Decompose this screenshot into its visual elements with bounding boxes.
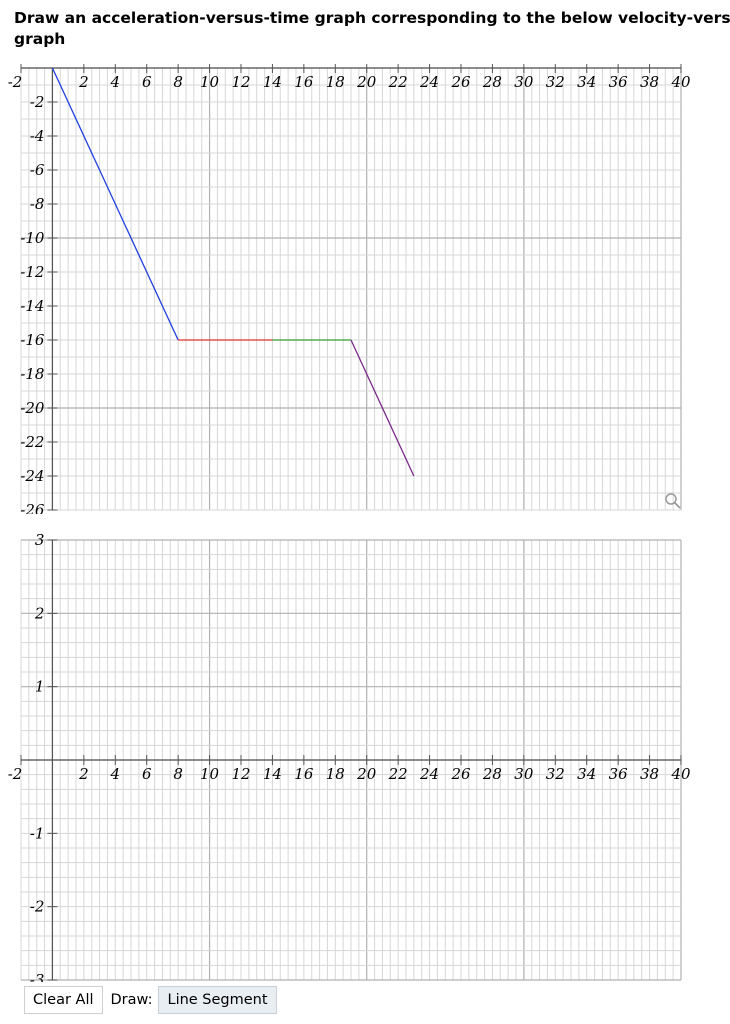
y-tick-label: -3 (30, 971, 45, 982)
velocity-segment-4 (350, 339, 415, 477)
x-tick-label: 8 (173, 765, 183, 783)
x-tick-label: 18 (326, 765, 345, 783)
x-tick-label: 14 (263, 73, 282, 91)
y-tick-label: -2 (30, 93, 45, 111)
x-tick-label: 2 (78, 73, 89, 91)
y-tick-label: -24 (20, 467, 44, 485)
x-tick-label: 38 (640, 73, 659, 91)
x-tick-label: -2 (8, 73, 23, 91)
x-tick-label: 8 (173, 73, 183, 91)
magnifier-icon[interactable] (664, 492, 682, 514)
x-tick-label: 22 (388, 73, 408, 91)
x-tick-label: 22 (388, 765, 408, 783)
velocity-segment-1 (51, 67, 179, 341)
y-tick-label: -12 (20, 263, 44, 281)
x-tick-label: 2 (78, 765, 89, 783)
y-tick-label: -18 (20, 365, 44, 383)
y-tick-label: 2 (34, 604, 45, 622)
velocity-time-graph: -2 2 4 6 8 10 12 14 16 18 20 22 24 26 28 30 32 34 36 38 40-2… (8, 64, 691, 514)
y-tick-label: 3 (35, 532, 45, 549)
x-tick-label: 30 (514, 765, 534, 783)
x-tick-label: 38 (640, 765, 659, 783)
x-tick-label: 20 (356, 73, 377, 91)
y-tick-label: -22 (20, 433, 44, 451)
x-tick-label: 4 (110, 765, 121, 783)
x-tick-label: 20 (356, 765, 377, 783)
x-tick-label: 6 (142, 73, 152, 91)
y-tick-label: -26 (20, 501, 45, 514)
x-tick-label: 14 (263, 765, 282, 783)
x-tick-label: 36 (609, 73, 629, 91)
clear-all-button[interactable]: Clear All (24, 986, 103, 1014)
x-tick-label: 6 (142, 765, 152, 783)
x-tick-label: 10 (200, 765, 220, 783)
line-segment-tool-button[interactable]: Line Segment (158, 986, 277, 1014)
y-tick-label: -20 (20, 399, 45, 417)
x-tick-label: 26 (450, 765, 471, 783)
x-tick-label: 10 (200, 73, 220, 91)
x-tick-label: 34 (577, 765, 596, 783)
y-tick-label: -1 (30, 824, 45, 842)
x-tick-label: 36 (609, 765, 629, 783)
x-tick-label: 16 (294, 765, 314, 783)
x-tick-label: 40 (670, 765, 691, 783)
y-tick-label: -8 (30, 195, 45, 213)
x-tick-label: 12 (231, 765, 250, 783)
prompt-line-2: graph (14, 30, 66, 48)
x-tick-label: 26 (450, 73, 471, 91)
y-tick-label: -2 (30, 898, 45, 916)
x-tick-label: 16 (294, 73, 314, 91)
question-prompt: Draw an acceleration-versus-time graph c… (14, 8, 730, 50)
grid-lines (20, 67, 682, 511)
y-tick-label: -4 (30, 127, 45, 145)
x-tick-label: 30 (514, 73, 534, 91)
x-tick-label: 4 (110, 73, 121, 91)
acceleration-time-graph[interactable]: -2 2 4 6 8 10 12 14 16 18 20 22 24 26 28 30 32 34 36 38 4032… (0, 532, 730, 982)
draw-label: Draw: (110, 992, 153, 1008)
y-tick-label: -6 (30, 161, 45, 179)
y-tick-label: 1 (35, 678, 45, 696)
x-tick-label: 28 (482, 73, 502, 91)
drawing-toolbar: Clear All Draw: Line Segment (24, 986, 277, 1014)
x-tick-label: 18 (326, 73, 345, 91)
x-tick-label: 34 (577, 73, 596, 91)
x-tick-label: 12 (231, 73, 250, 91)
x-tick-label: 24 (419, 765, 439, 783)
y-tick-label: -16 (20, 331, 45, 349)
y-tick-label: -10 (20, 229, 45, 247)
x-tick-label: 40 (670, 73, 691, 91)
y-tick-label: -14 (20, 297, 44, 315)
x-tick-label: 32 (546, 73, 565, 91)
x-tick-label: 32 (546, 765, 565, 783)
x-tick-label: -2 (8, 765, 23, 783)
x-tick-label: 28 (482, 765, 502, 783)
prompt-line-1: Draw an acceleration-versus-time graph c… (14, 9, 730, 27)
x-tick-label: 24 (419, 73, 439, 91)
